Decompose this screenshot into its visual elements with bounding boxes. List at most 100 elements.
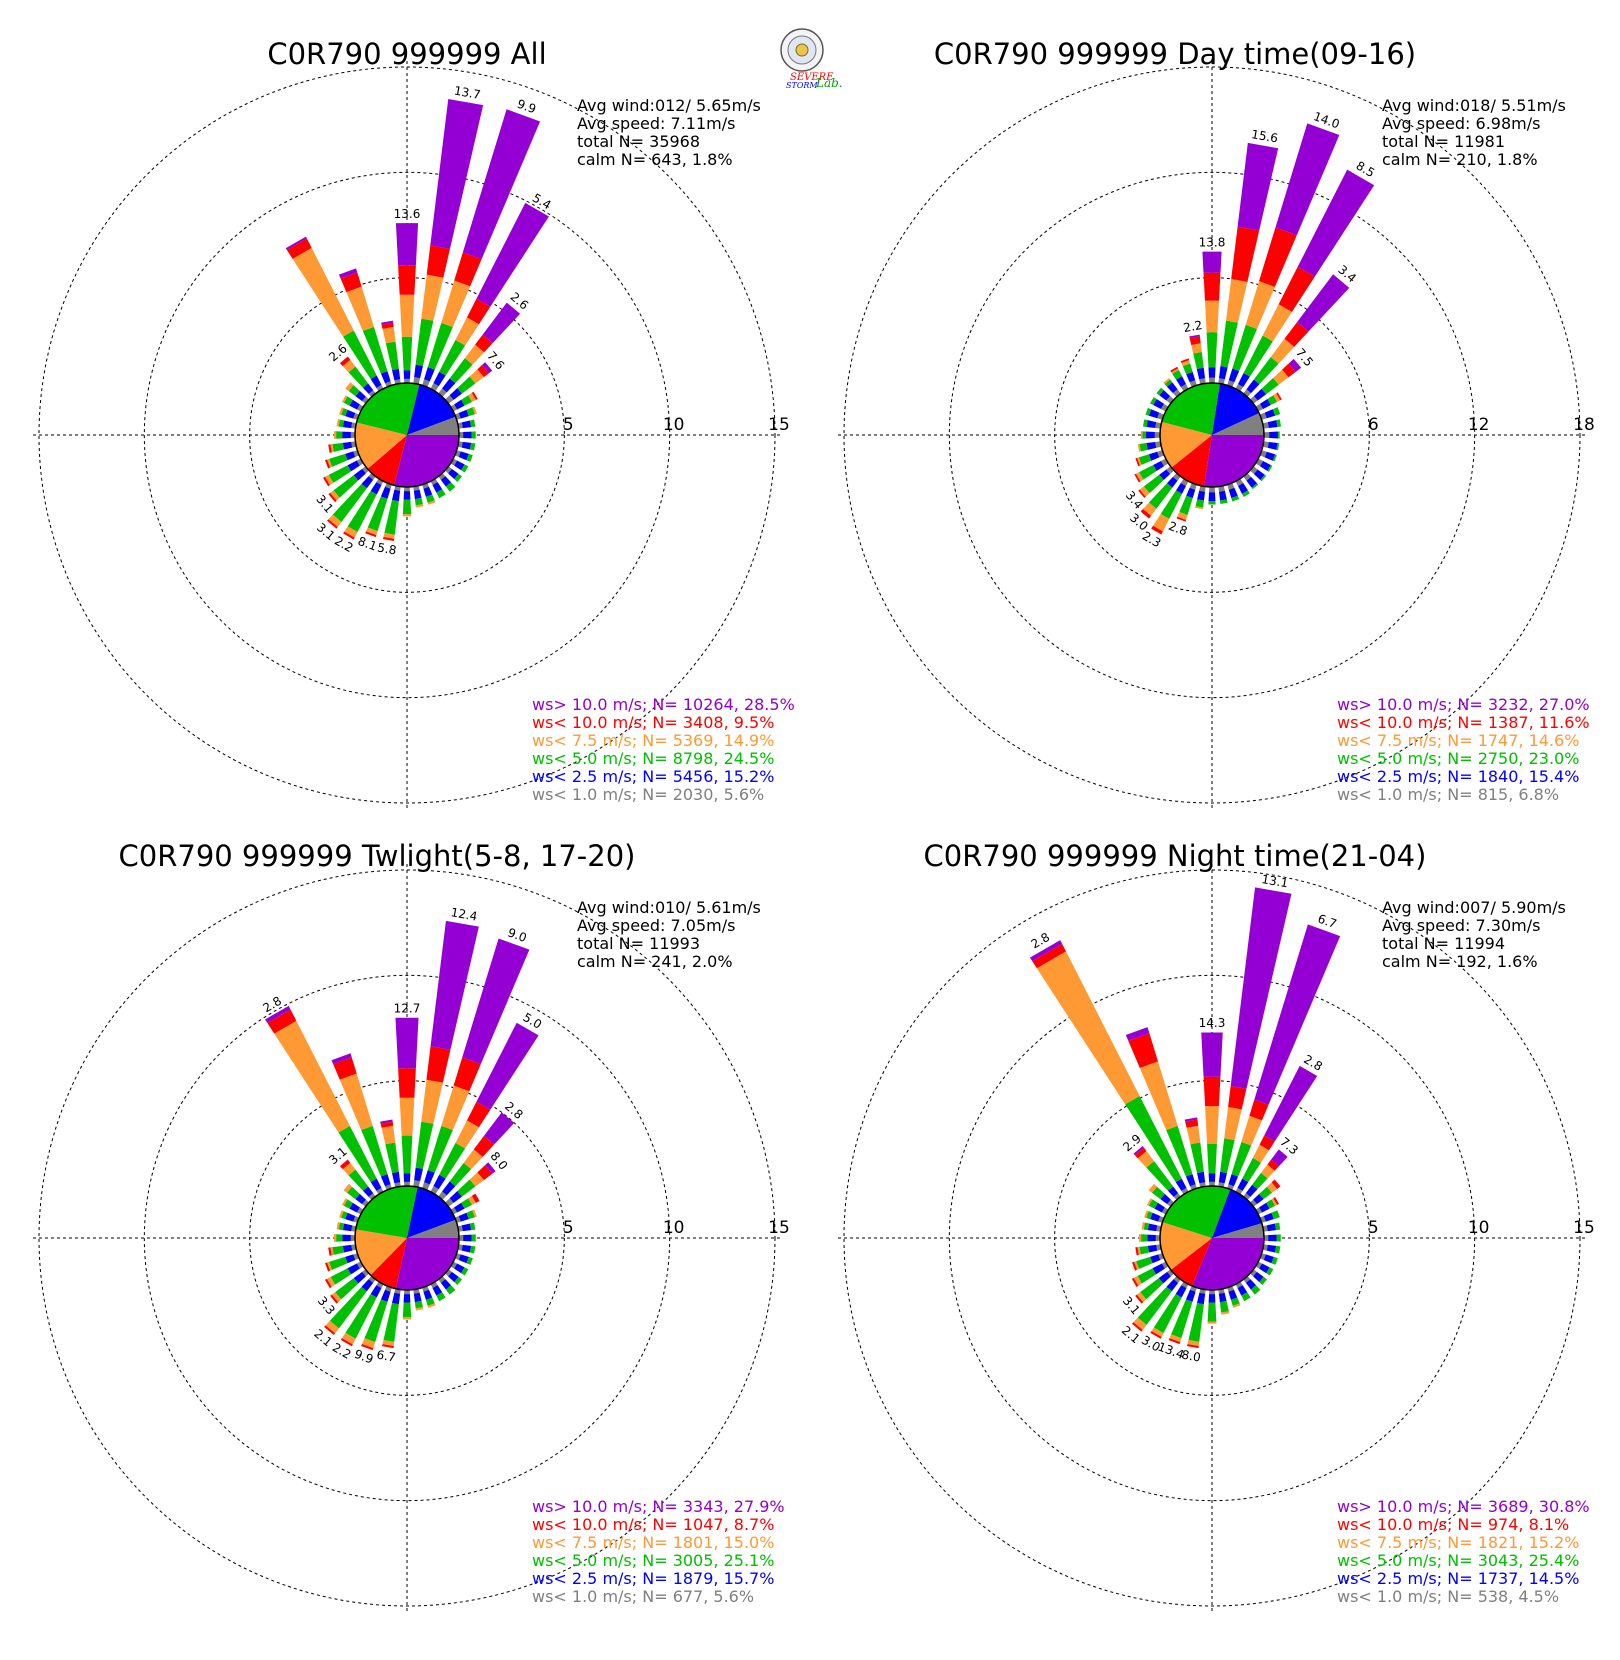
petal-segment: [485, 1162, 496, 1174]
petal-segment: [380, 371, 391, 384]
petal-segment: [424, 1170, 435, 1185]
petal-segment: [1221, 1311, 1230, 1315]
petal-segment: [1147, 1244, 1158, 1253]
petal-segment: [432, 482, 443, 493]
petal-segment: [1253, 1193, 1264, 1205]
petal-segment: [341, 1211, 348, 1220]
legend-entry: ws< 5.0 m/s; N= 3043, 25.4%: [1337, 1551, 1579, 1570]
petal-segment: [1253, 357, 1279, 385]
petal-segment: [1208, 1294, 1216, 1303]
petal-segment: [1267, 1159, 1280, 1171]
petal-segment: [345, 382, 354, 392]
hub-slice: [1171, 435, 1212, 487]
petal-segment: [1270, 338, 1295, 364]
petal-segment: [449, 358, 473, 384]
petal-segment: [426, 245, 450, 278]
hub-slice: [407, 416, 459, 435]
petal-segment: [1297, 169, 1375, 277]
petal-segment: [325, 1262, 331, 1272]
petal-segment: [391, 368, 401, 381]
petal-segment: [342, 431, 351, 439]
petal-segment: [368, 1193, 376, 1200]
petal-segment: [1169, 1334, 1182, 1343]
petal-label: 13.7: [453, 84, 482, 102]
petal-segment: [333, 1057, 357, 1080]
stats-line: total N= 11981: [1382, 132, 1505, 151]
petal-segment: [466, 407, 475, 417]
stats-line: calm N= 192, 1.6%: [1382, 952, 1538, 971]
petal-segment: [398, 265, 416, 295]
hub-slice: [356, 382, 420, 435]
petal-segment: [1218, 490, 1227, 501]
petal-segment: [348, 1169, 369, 1191]
petal-segment: [325, 1278, 332, 1289]
petal-segment: [1190, 1142, 1204, 1173]
petal-segment: [1173, 1276, 1181, 1283]
petal-segment: [342, 420, 353, 429]
legend-entry: ws> 10.0 m/s; N= 3343, 27.9%: [532, 1497, 785, 1516]
legend-entry: ws< 2.5 m/s; N= 1840, 15.4%: [1337, 767, 1579, 786]
petal-segment: [441, 1085, 470, 1131]
petal-segment: [450, 458, 458, 466]
petal-segment: [336, 419, 340, 427]
petal-segment: [1282, 363, 1296, 378]
legend-entry: ws< 10.0 m/s; N= 974, 8.1%: [1337, 1515, 1569, 1534]
petal-segment: [1266, 1199, 1276, 1209]
petal-segment: [1206, 332, 1218, 368]
hub-slice: [407, 1187, 456, 1238]
petal-segment: [381, 320, 394, 325]
petal-segment: [1135, 1294, 1144, 1304]
petal-segment: [1139, 1061, 1178, 1131]
petal-segment: [1143, 502, 1157, 516]
petal-segment: [427, 1303, 436, 1308]
petal-segment: [343, 1183, 353, 1193]
petal-segment: [1250, 1199, 1257, 1207]
petal-segment: [398, 1068, 416, 1098]
petal-segment: [1159, 469, 1171, 481]
petal-segment: [341, 395, 348, 403]
petal-segment: [339, 356, 351, 367]
petal-label: 8.0: [1181, 1348, 1202, 1365]
petal-segment: [454, 399, 465, 410]
petal-segment: [1208, 500, 1216, 505]
petal-segment: [457, 376, 476, 394]
petal-segment: [1145, 407, 1152, 416]
petal-segment: [1146, 420, 1157, 429]
stats-line: Avg wind:018/ 5.51m/s: [1382, 96, 1566, 115]
petal-segment: [482, 302, 521, 344]
petal-segment: [1134, 1147, 1147, 1159]
petal-segment: [433, 1174, 446, 1190]
hub-slice: [370, 1238, 407, 1289]
petal-segment: [332, 442, 345, 452]
petal-segment: [454, 1276, 462, 1285]
petal-segment: [1188, 1303, 1204, 1342]
petal-segment: [347, 460, 360, 472]
petal-segment: [430, 920, 479, 1050]
ring-5: [1054, 1080, 1370, 1396]
petal-segment: [471, 1234, 476, 1242]
petal-segment: [1133, 1145, 1144, 1156]
petal-segment: [403, 1294, 411, 1303]
petal-segment: [1230, 1297, 1240, 1306]
petal-segment: [464, 344, 485, 365]
petal-segment: [463, 1149, 483, 1170]
petal-segment: [1264, 1065, 1318, 1142]
petal-segment: [1150, 1254, 1161, 1264]
petal-segment: [339, 1210, 344, 1218]
petal-segment: [466, 1101, 491, 1128]
petal-segment: [1218, 378, 1225, 385]
petal-segment: [1151, 1186, 1165, 1200]
petal-segment: [1203, 272, 1221, 301]
petal-segment: [1160, 490, 1183, 519]
petal-segment: [421, 274, 444, 321]
petal-segment: [413, 1180, 421, 1188]
petal-segment: [1271, 1149, 1288, 1167]
petal-segment: [469, 1222, 476, 1231]
petal-segment: [342, 1162, 356, 1176]
petal-segment: [334, 431, 337, 439]
petal-segment: [1139, 486, 1150, 497]
petal-segment: [1262, 422, 1269, 429]
petal-segment: [339, 1159, 351, 1170]
ring-12: [948, 171, 1476, 699]
petal-segment: [395, 223, 419, 266]
